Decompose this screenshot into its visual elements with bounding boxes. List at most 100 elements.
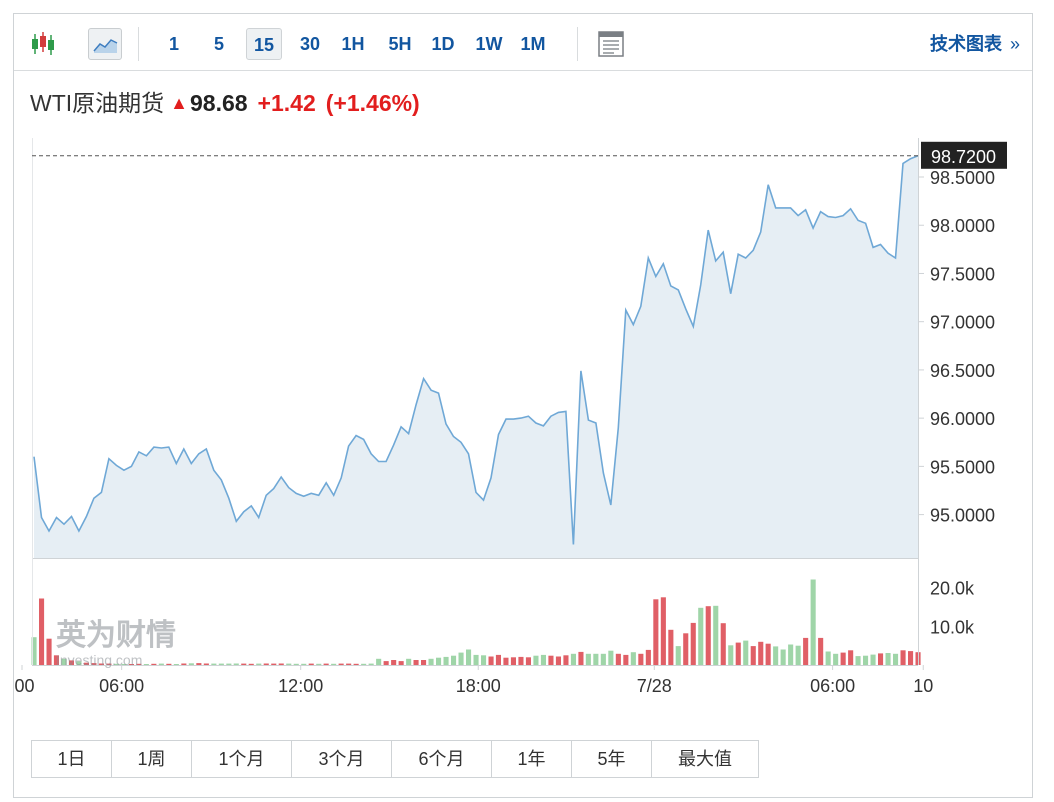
- x-tick-label: 06:00: [810, 676, 855, 696]
- volume-bar: [510, 657, 516, 665]
- volume-tick-label: 10.0k: [930, 617, 975, 637]
- volume-bar: [113, 663, 119, 665]
- y-tick-label: 96.0000: [930, 409, 995, 429]
- volume-bar: [203, 663, 209, 665]
- volume-bar: [106, 663, 112, 665]
- range-button-0[interactable]: 1日: [32, 741, 112, 777]
- price-area: [34, 155, 918, 559]
- candlestick-icon[interactable]: [26, 28, 60, 60]
- volume-bar: [548, 655, 554, 665]
- y-tick-label: 98.5000: [930, 168, 995, 188]
- price-change-percent: (+1.46%): [325, 90, 420, 116]
- volume-bar: [166, 663, 172, 665]
- x-tick-label: :00: [14, 676, 35, 696]
- volume-bar: [278, 663, 284, 665]
- chart-widget: 1 5 15 30 1H 5H 1D 1W 1M 技术图表» WTI原油期货 ▲98.68 +1.4…: [13, 13, 1033, 798]
- volume-bar: [368, 663, 374, 665]
- chart-toolbar: 1 5 15 30 1H 5H 1D 1W 1M 技术图表»: [14, 14, 1032, 71]
- instrument-name: WTI原油期货: [30, 90, 165, 116]
- range-button-6[interactable]: 5年: [572, 741, 652, 777]
- table-view-icon[interactable]: [594, 28, 628, 60]
- current-price-label: 98.7200: [931, 147, 996, 167]
- volume-bar: [39, 598, 45, 665]
- volume-bar: [293, 663, 299, 665]
- volume-bar: [735, 642, 741, 665]
- volume-bar: [481, 655, 487, 665]
- volume-bar: [61, 658, 67, 665]
- volume-bar: [308, 663, 314, 665]
- volume-bar: [638, 653, 644, 665]
- volume-bar: [458, 652, 464, 665]
- volume-bar: [301, 663, 307, 665]
- interval-1[interactable]: 1: [168, 34, 179, 54]
- area-chart-icon[interactable]: [88, 28, 122, 60]
- range-button-5[interactable]: 1年: [492, 741, 572, 777]
- current-price-badge: [921, 141, 1007, 169]
- interval-1m[interactable]: 1M: [520, 34, 546, 54]
- volume-tick-label: 20.0k: [930, 579, 975, 599]
- volume-bar: [713, 605, 719, 665]
- interval-5[interactable]: 5: [213, 34, 224, 54]
- interval-30[interactable]: 30: [299, 34, 321, 54]
- volume-bar: [495, 654, 501, 665]
- y-tick-label: 95.5000: [930, 457, 995, 477]
- volume-bar: [196, 663, 202, 665]
- volume-bar: [863, 655, 869, 665]
- volume-bar: [121, 664, 127, 665]
- interval-1d[interactable]: 1D: [431, 34, 455, 54]
- technical-chart-link[interactable]: 技术图表 »: [930, 28, 1020, 60]
- volume-bar: [353, 663, 359, 665]
- interval-5h[interactable]: 5H: [388, 34, 412, 54]
- interval-1h[interactable]: 1H: [341, 34, 365, 54]
- volume-bar: [878, 653, 884, 665]
- volume-bar: [578, 651, 584, 665]
- range-button-1[interactable]: 1周: [112, 741, 192, 777]
- range-button-4[interactable]: 6个月: [392, 741, 492, 777]
- volume-bar: [795, 645, 801, 665]
- volume-bar: [518, 656, 524, 665]
- volume-bar: [488, 656, 494, 665]
- interval-15[interactable]: 15: [246, 28, 282, 60]
- range-button-3[interactable]: 3个月: [292, 741, 392, 777]
- volume-bar: [226, 663, 232, 665]
- volume-bar: [406, 658, 412, 665]
- volume-plot: [31, 579, 921, 665]
- volume-bar: [600, 653, 606, 665]
- volume-bar: [263, 663, 269, 665]
- volume-bar: [630, 652, 636, 665]
- x-tick-label: 06:00: [99, 676, 144, 696]
- volume-bar: [810, 579, 816, 665]
- volume-bar: [893, 653, 899, 665]
- y-tick-label: 97.5000: [930, 264, 995, 284]
- volume-bar: [218, 663, 224, 665]
- range-button-7[interactable]: 最大值: [678, 749, 732, 769]
- volume-bar: [181, 663, 187, 665]
- volume-bar: [188, 663, 194, 665]
- volume-bar: [443, 656, 449, 665]
- volume-bar: [503, 657, 509, 665]
- volume-bar: [525, 657, 531, 665]
- volume-bar: [593, 653, 599, 665]
- price-plot: [33, 155, 919, 559]
- interval-1w[interactable]: 1W: [475, 34, 503, 54]
- volume-bar: [570, 653, 576, 665]
- volume-bar: [668, 629, 674, 665]
- range-button-2[interactable]: 1个月: [192, 741, 292, 777]
- watermark-en: Investing.com: [56, 652, 142, 668]
- y-tick-label: 98.0000: [930, 216, 995, 236]
- price-chart[interactable]: 98.5000 98.0000 97.5000 97.0000 96.5000 96.00…: [14, 138, 1032, 698]
- volume-bar: [241, 663, 247, 665]
- volume-bar: [83, 662, 89, 665]
- volume-bar: [728, 645, 734, 665]
- volume-bar: [436, 657, 442, 665]
- volume-bar: [76, 661, 82, 665]
- volume-bar: [46, 638, 52, 665]
- x-tick-label: 10: [913, 676, 933, 696]
- investing-watermark: 英为财情 Investing.com: [56, 619, 176, 668]
- volume-bar: [31, 637, 37, 665]
- volume-bar: [338, 663, 344, 665]
- toolbar-divider: [138, 27, 139, 61]
- volume-bar: [720, 623, 726, 665]
- volume-bar: [466, 649, 472, 665]
- volume-bar: [908, 651, 914, 665]
